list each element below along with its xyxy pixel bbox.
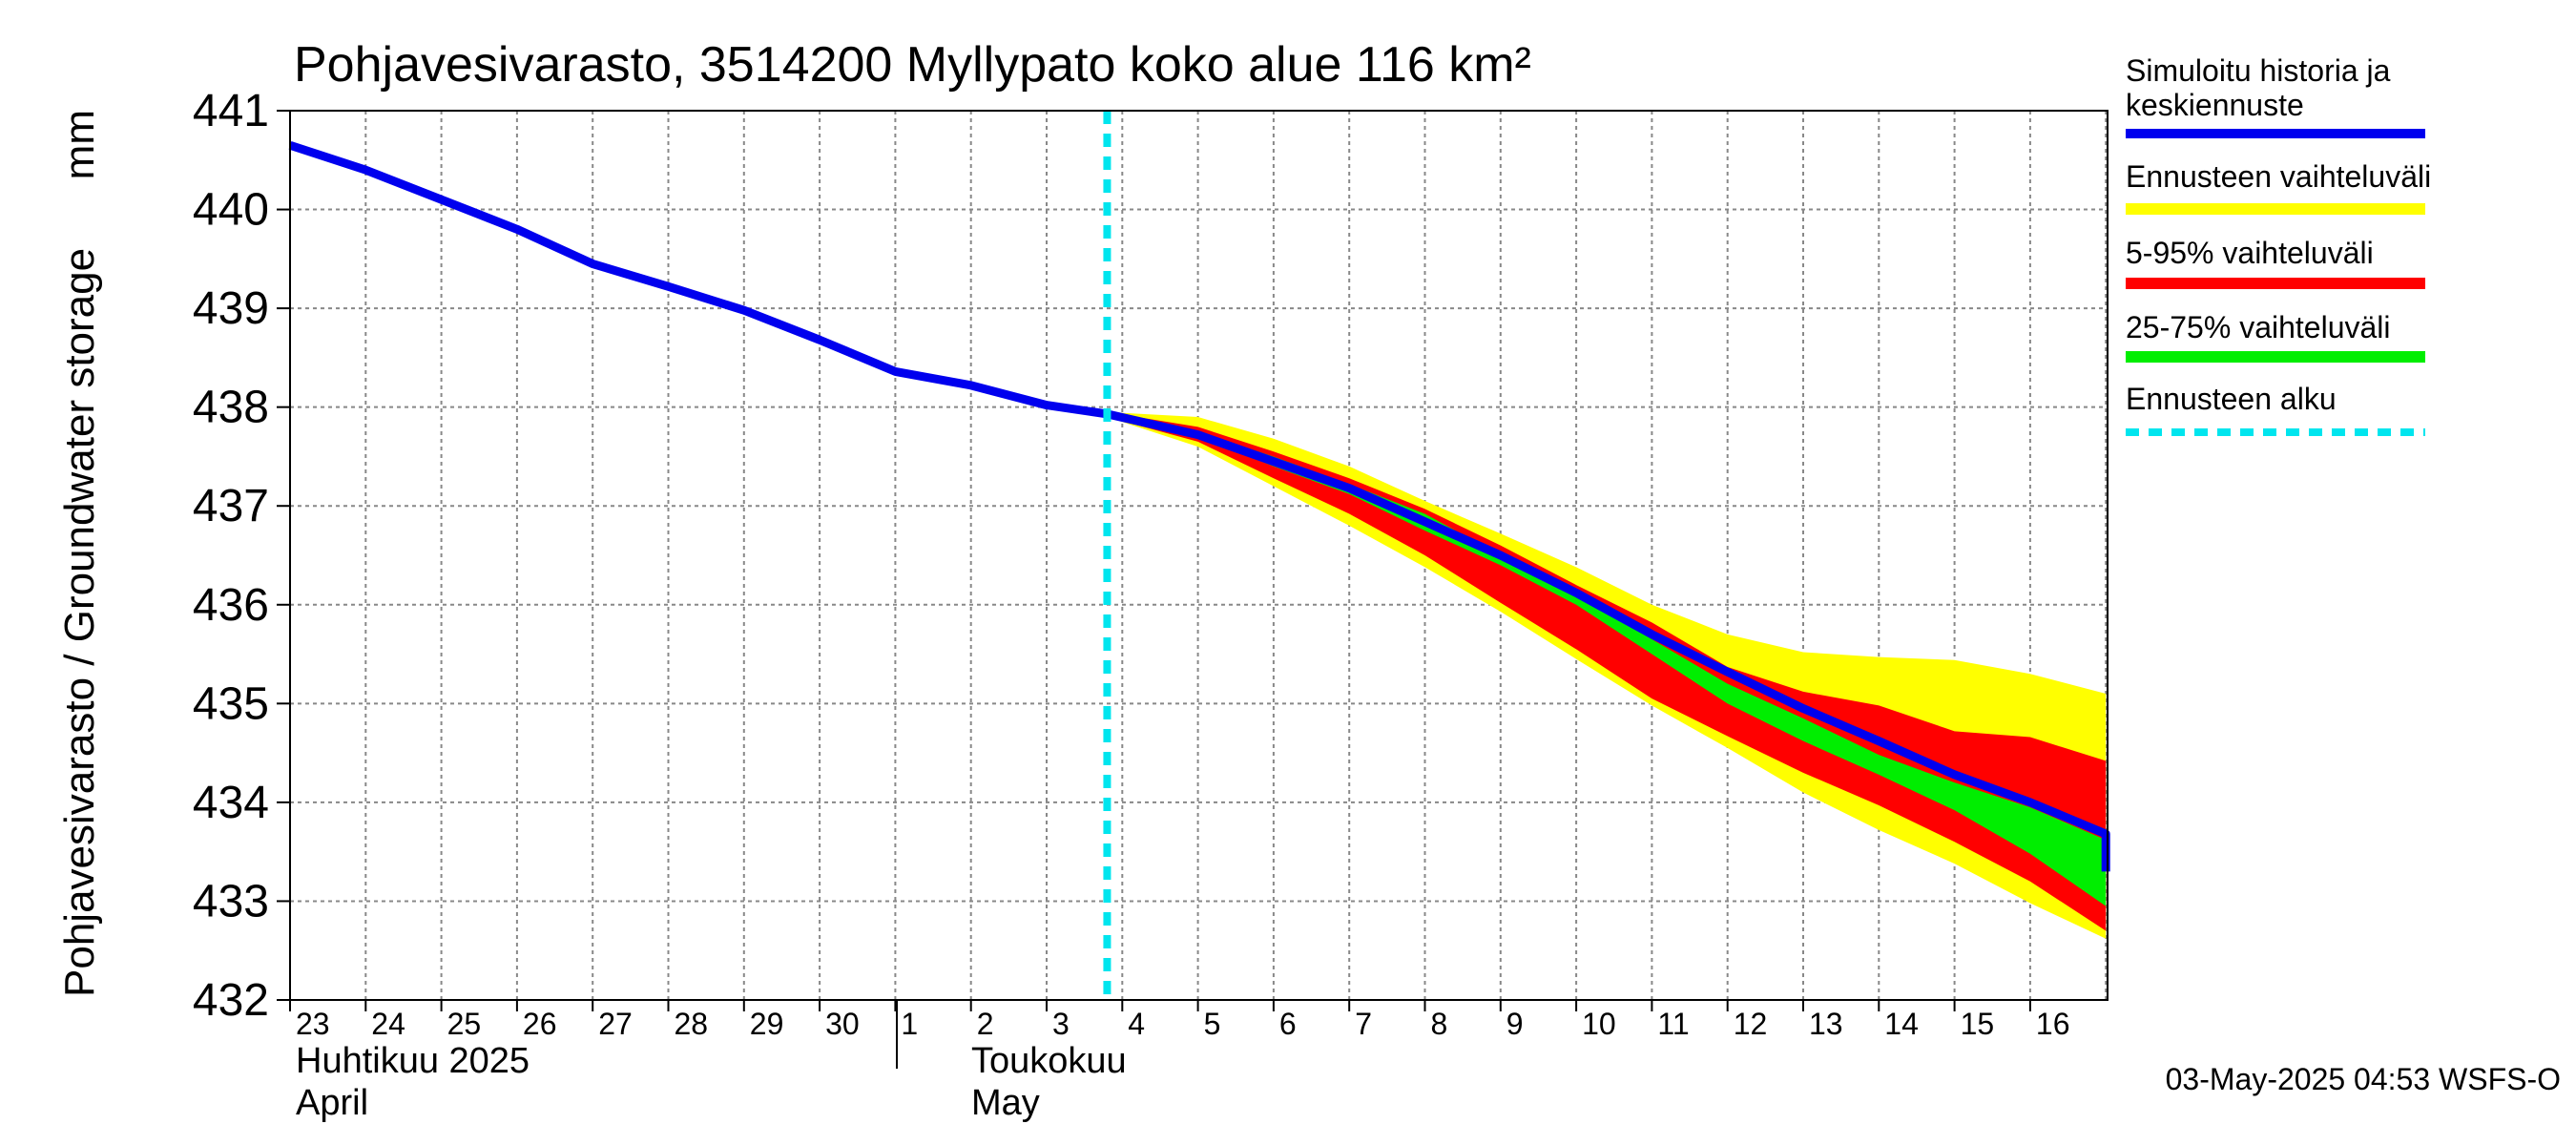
legend-label-range: Ennusteen vaihteluväli [2126,159,2431,194]
legend-label-forecast-start: Ennusteen alku [2126,382,2337,416]
x-tick-label: 28 [675,1007,709,1041]
x-tick-label: 23 [296,1007,330,1041]
legend-label-25-75: 25-75% vaihteluväli [2126,310,2391,344]
x-tick-label: 14 [1884,1007,1919,1041]
y-tick-label: 433 [193,876,269,926]
y-tick-label: 440 [193,185,269,236]
legend-label-history: Simuloitu historia ja keskiennuste [2126,53,2399,122]
footer-timestamp: 03-May-2025 04:53 WSFS-O [2166,1062,2561,1096]
x-tick-label: 16 [2036,1007,2070,1041]
x-tick-label: 29 [750,1007,784,1041]
y-tick-label: 434 [193,778,269,828]
y-axis-unit: mm [56,110,103,179]
x-tick-label: 10 [1582,1007,1616,1041]
y-tick-label: 435 [193,678,269,729]
y-tick-label: 438 [193,383,269,433]
x-tick-label: 25 [447,1007,482,1041]
series-median-line [288,140,2110,872]
legend: Simuloitu historia ja keskiennuste Ennus… [2126,53,2431,436]
x-tick-label: 15 [1961,1007,1995,1041]
plot-area [288,110,2110,1001]
x-tick-label: 6 [1279,1007,1297,1041]
x-tick-label: 9 [1506,1007,1524,1041]
y-tick-label: 441 [193,86,269,136]
y-tick-label: 437 [193,481,269,531]
month-label-may-fi: Toukokuu [971,1041,1127,1081]
x-tick-label: 11 [1657,1007,1689,1041]
x-tick-label: 24 [371,1007,405,1041]
x-tick-label: 13 [1809,1007,1843,1041]
y-tick-label: 432 [193,975,269,1026]
x-tick-labels: 23 24 25 26 27 28 29 30 1 2 3 4 5 6 7 8 9 10 11 12 13 14 15 16 [289,1000,2070,1041]
x-tick-label: 5 [1204,1007,1221,1041]
x-tick-label: 27 [598,1007,633,1041]
band-forecast-range [1107,411,2107,939]
x-tick-label: 4 [1128,1007,1145,1041]
month-label-may-en: May [971,1083,1040,1123]
x-tick-label: 1 [901,1007,918,1041]
x-tick-label: 8 [1431,1007,1448,1041]
x-tick-label: 2 [977,1007,994,1041]
x-tick-label: 26 [523,1007,557,1041]
legend-label-5-95: 5-95% vaihteluväli [2126,236,2374,270]
y-tick-label: 436 [193,580,269,631]
x-tick-label: 12 [1734,1007,1768,1041]
month-label-april-en: April [296,1083,368,1123]
y-tick-label: 439 [193,283,269,334]
x-tick-label: 3 [1052,1007,1070,1041]
chart-title: Pohjavesivarasto, 3514200 Myllypato koko… [294,37,1531,93]
x-tick-label: 7 [1355,1007,1372,1041]
x-tick-label: 30 [825,1007,860,1041]
y-axis-label: Pohjavesivarasto / Groundwater storage [56,248,103,997]
month-label-april-fi: Huhtikuu 2025 [296,1041,530,1081]
y-tick-labels: 432 433 434 435 436 437 438 439 440 441 [193,86,290,1026]
